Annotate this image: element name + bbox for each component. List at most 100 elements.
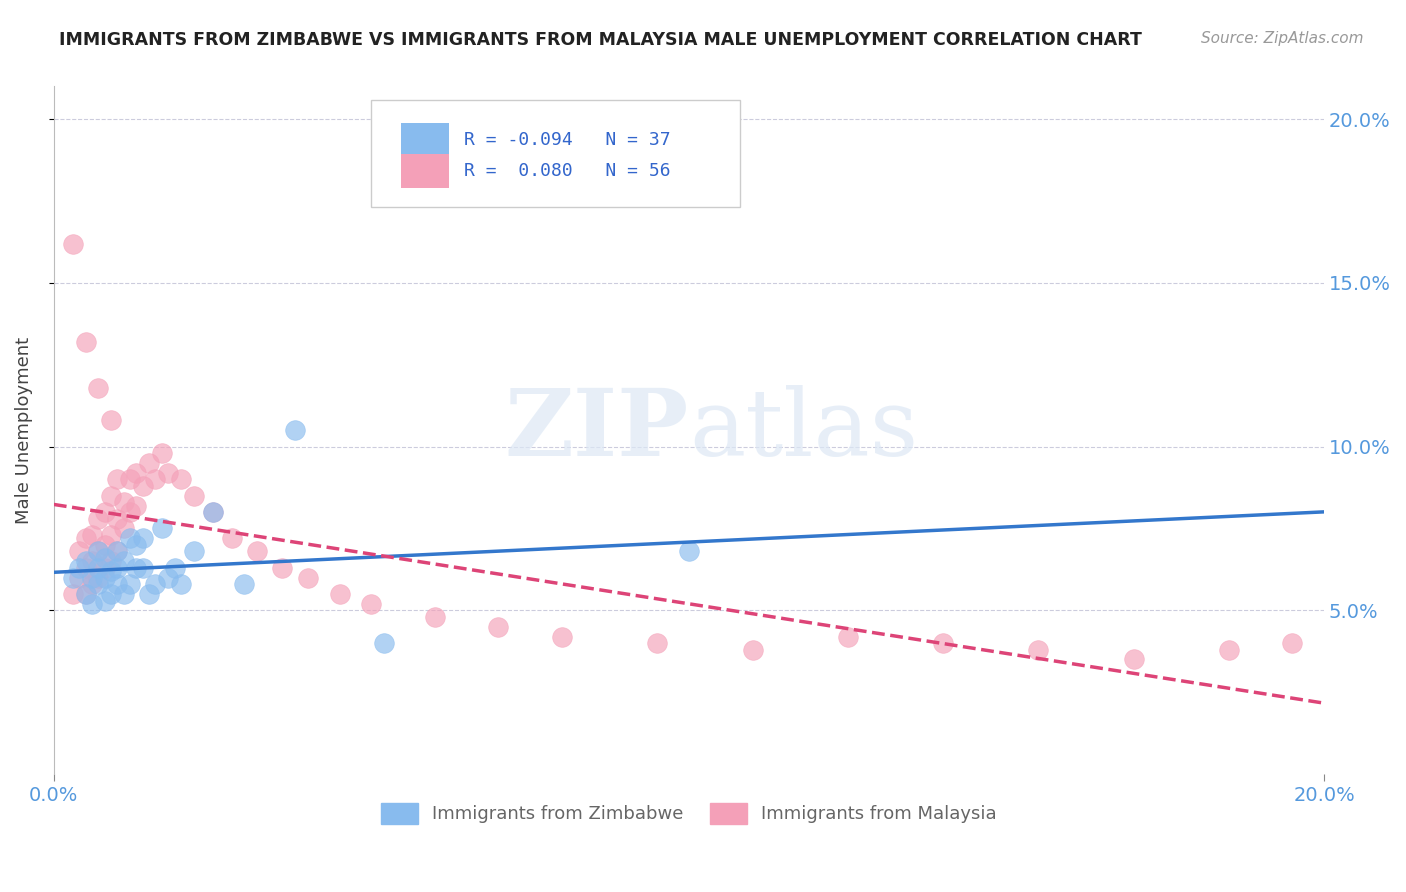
Point — [645, 636, 668, 650]
Point — [62, 587, 84, 601]
Text: IMMIGRANTS FROM ZIMBABWE VS IMMIGRANTS FROM MALAYSIA MALE UNEMPLOYMENT CORRELATI: IMMIGRANTS FROM ZIMBABWE VS IMMIGRANTS F… — [59, 31, 1142, 49]
Point — [678, 544, 700, 558]
Point — [271, 561, 294, 575]
Point — [105, 561, 128, 575]
Point — [125, 538, 148, 552]
Point — [87, 381, 110, 395]
Legend: Immigrants from Zimbabwe, Immigrants from Malaysia: Immigrants from Zimbabwe, Immigrants fro… — [381, 803, 997, 823]
Point — [183, 544, 205, 558]
Point — [157, 466, 180, 480]
Point — [183, 489, 205, 503]
Point — [170, 472, 193, 486]
Point — [201, 505, 224, 519]
Point — [67, 561, 90, 575]
Point — [112, 521, 135, 535]
Point — [75, 587, 97, 601]
Point — [138, 456, 160, 470]
Point — [112, 554, 135, 568]
Point — [201, 505, 224, 519]
Point — [1026, 642, 1049, 657]
Point — [105, 544, 128, 558]
Point — [1122, 652, 1144, 666]
Point — [100, 587, 122, 601]
Point — [80, 597, 103, 611]
Point — [837, 630, 859, 644]
Text: R = -0.094   N = 37: R = -0.094 N = 37 — [464, 131, 671, 149]
Point — [100, 564, 122, 578]
Point — [297, 571, 319, 585]
Point — [145, 577, 167, 591]
Text: atlas: atlas — [689, 385, 918, 475]
Point — [87, 511, 110, 525]
Point — [93, 551, 115, 566]
Point — [157, 571, 180, 585]
Point — [118, 531, 141, 545]
Point — [741, 642, 763, 657]
Point — [150, 446, 173, 460]
Point — [100, 413, 122, 427]
Point — [75, 334, 97, 349]
Point — [112, 495, 135, 509]
Point — [80, 528, 103, 542]
FancyBboxPatch shape — [401, 123, 449, 157]
Point — [80, 571, 103, 585]
Point — [145, 472, 167, 486]
Point — [125, 466, 148, 480]
Point — [551, 630, 574, 644]
Text: ZIP: ZIP — [505, 385, 689, 475]
Point — [93, 593, 115, 607]
Point — [87, 577, 110, 591]
Text: Source: ZipAtlas.com: Source: ZipAtlas.com — [1201, 31, 1364, 46]
Point — [93, 505, 115, 519]
Point — [80, 577, 103, 591]
Point — [75, 587, 97, 601]
Point — [105, 544, 128, 558]
Point — [87, 544, 110, 558]
Point — [118, 577, 141, 591]
Point — [100, 528, 122, 542]
Point — [423, 610, 446, 624]
Point — [125, 561, 148, 575]
Point — [163, 561, 186, 575]
Point — [93, 561, 115, 575]
Point — [93, 538, 115, 552]
Point — [67, 544, 90, 558]
Point — [138, 587, 160, 601]
Point — [80, 554, 103, 568]
Point — [67, 571, 90, 585]
Text: R =  0.080   N = 56: R = 0.080 N = 56 — [464, 162, 671, 180]
Point — [75, 554, 97, 568]
Point — [87, 561, 110, 575]
Point — [75, 531, 97, 545]
Point — [132, 531, 155, 545]
Point — [118, 505, 141, 519]
Point — [932, 636, 955, 650]
Point — [132, 479, 155, 493]
Point — [150, 521, 173, 535]
FancyBboxPatch shape — [401, 153, 449, 188]
Point — [1281, 636, 1303, 650]
Point — [1218, 642, 1240, 657]
Point — [284, 423, 307, 437]
Point — [75, 561, 97, 575]
Point — [105, 577, 128, 591]
Point — [87, 544, 110, 558]
Point — [105, 472, 128, 486]
Point — [87, 571, 110, 585]
Point — [373, 636, 395, 650]
Point — [246, 544, 269, 558]
Point — [329, 587, 352, 601]
Point — [125, 499, 148, 513]
Point — [221, 531, 243, 545]
Point — [233, 577, 256, 591]
Point — [62, 236, 84, 251]
Point — [100, 489, 122, 503]
Y-axis label: Male Unemployment: Male Unemployment — [15, 336, 32, 524]
FancyBboxPatch shape — [371, 100, 740, 207]
Point — [112, 587, 135, 601]
Point — [118, 472, 141, 486]
Point — [170, 577, 193, 591]
Point — [93, 571, 115, 585]
Point — [488, 620, 510, 634]
Point — [360, 597, 382, 611]
